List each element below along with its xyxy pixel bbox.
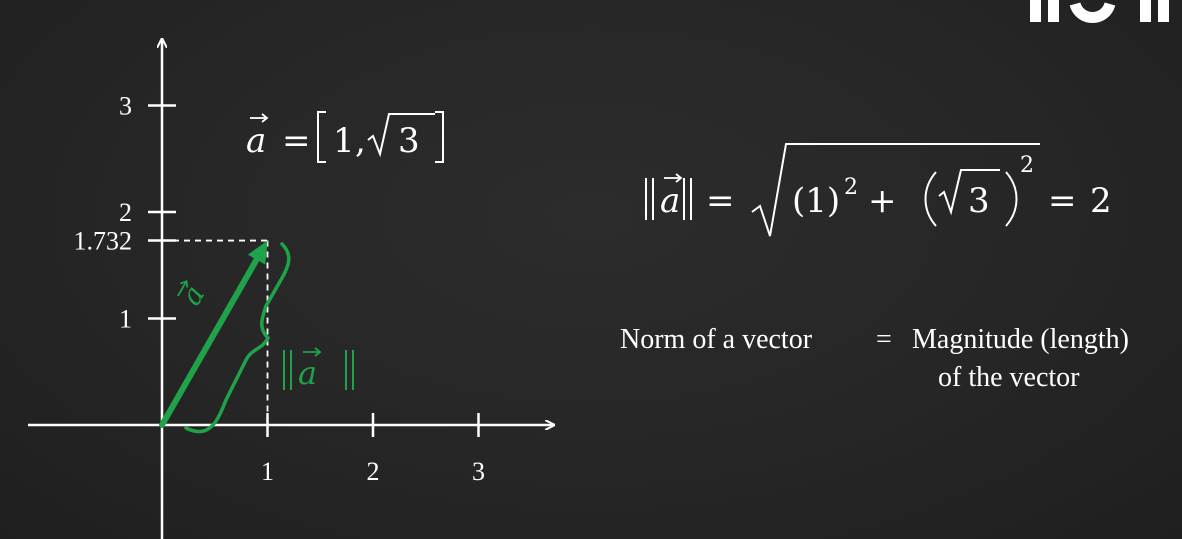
norm-label-text: a <box>298 354 317 392</box>
vector-label-text: a <box>174 280 211 311</box>
explanation-equals: = <box>876 324 892 355</box>
norm-equals: = <box>706 181 735 221</box>
length-brace <box>184 242 291 434</box>
vector-label: a <box>174 279 211 311</box>
small-sqrt-symbol <box>938 169 1000 216</box>
y-tick-label: 2 <box>119 198 132 227</box>
y-tick-label: 1 <box>119 305 132 334</box>
y-ticks: 3 21.732 1 <box>74 92 176 334</box>
norm-lhs-vector: a <box>660 181 680 221</box>
norm-radicand: 3 <box>968 181 990 221</box>
explanation-right-line1: Magnitude (length) <box>912 324 1129 355</box>
vector-arrow-accent <box>250 113 269 123</box>
norm-vector-arrow-accent <box>664 173 683 183</box>
explanation-right-line2: of the vector <box>938 362 1080 393</box>
norm-exp1: 2 <box>844 175 858 200</box>
vector-def-equals: = <box>282 121 311 161</box>
x-tick-label: 2 <box>367 457 380 486</box>
x-tick-label: 1 <box>261 457 274 486</box>
vector-definition: a = 1 , 3 <box>246 111 444 163</box>
vector-def-lhs: a <box>246 121 266 161</box>
explanation-left: Norm of a vector <box>620 324 813 355</box>
y-tick-label: 3 <box>119 92 132 121</box>
vector-def-x-component: 1 <box>333 121 355 161</box>
vector-def-comma: , <box>355 121 366 161</box>
paren-left <box>924 171 937 227</box>
norm-explanation: Norm of a vector = Magnitude (length) of… <box>620 324 1129 393</box>
sqrt-symbol <box>367 113 435 158</box>
norm-equation: a = (1) 2 + 3 2 = 2 <box>645 143 1112 237</box>
norm-plus: + <box>868 181 897 221</box>
norm-result-equals: = <box>1048 181 1077 221</box>
cropped-title-fragment <box>1030 0 1169 23</box>
left-bracket <box>317 111 326 163</box>
norm-result: 2 <box>1090 181 1112 221</box>
norm-label-arrow-accent <box>303 347 322 357</box>
vector-shaft <box>159 256 260 428</box>
projection-guides <box>162 239 269 425</box>
x-tick-label: 3 <box>472 457 485 486</box>
x-ticks: 1 2 3 <box>261 413 485 486</box>
norm-label: a <box>283 347 354 392</box>
paren-right <box>1005 171 1018 227</box>
y-tick-label: 1.732 <box>74 227 133 256</box>
vector-label-arrow-accent <box>177 279 189 297</box>
norm-term1: (1) <box>792 181 840 221</box>
vector-def-y-component: 3 <box>398 121 420 161</box>
vector-arrowhead <box>247 240 268 265</box>
norm-exp2: 2 <box>1020 153 1034 178</box>
big-sqrt-symbol <box>751 143 1040 237</box>
right-bracket <box>435 111 444 163</box>
vector-a: aa <box>159 240 354 434</box>
